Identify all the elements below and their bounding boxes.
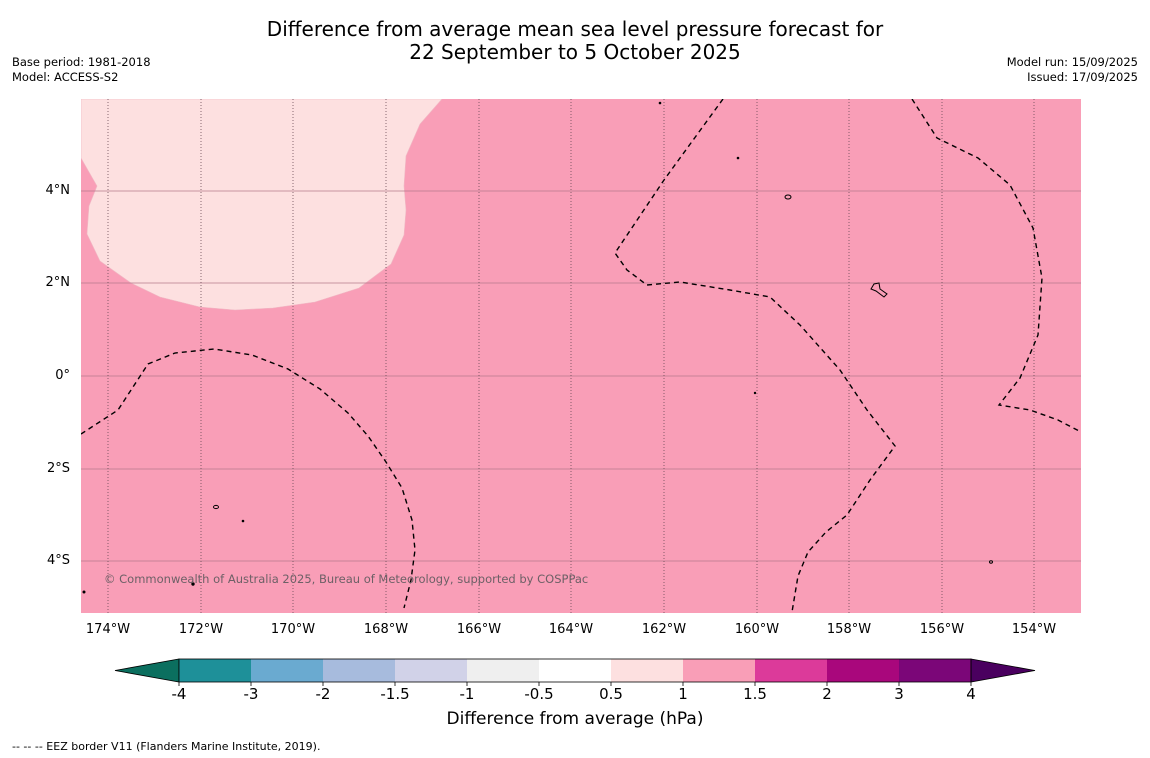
y-tick-label: 4°N	[45, 183, 71, 198]
eez-borders	[81, 99, 1081, 613]
title-line-1: Difference from average mean sea level p…	[266, 17, 884, 41]
colorbar-extend-high	[970, 658, 1036, 683]
colorbar-tick-label: -1.5	[380, 685, 410, 703]
colorbar-tick-label: -3	[243, 685, 259, 703]
colorbar-segment	[827, 659, 899, 682]
colorbar-segment	[323, 659, 395, 682]
colorbar-tick-label: 0.5	[599, 685, 623, 703]
x-tick-label: 166°W	[456, 622, 502, 637]
model-run: Model run: 15/09/2025	[1006, 55, 1138, 69]
colorbar-tick-label: -1	[459, 685, 475, 703]
colorbar-tick-label: 3	[894, 685, 904, 703]
x-tick-label: 154°W	[1011, 622, 1057, 637]
colorbar-segment	[395, 659, 467, 682]
x-tick-label: 158°W	[826, 622, 872, 637]
colorbar-segment	[611, 659, 683, 682]
y-tick-label: 0°	[55, 368, 70, 383]
latitude-gridlines	[81, 190, 1081, 562]
x-tick-label: 172°W	[178, 622, 224, 637]
colorbar-tick-label: -4	[171, 685, 187, 703]
colorbar-tick-label: 2	[822, 685, 832, 703]
colorbar-segment	[467, 659, 539, 682]
colorbar-tick-label: 4	[966, 685, 976, 703]
map-title: Difference from average mean sea level p…	[0, 18, 1150, 64]
y-tick-label: 2°N	[45, 275, 71, 290]
title-line-2: 22 September to 5 October 2025	[409, 40, 741, 64]
base-period: Base period: 1981-2018	[12, 55, 151, 69]
model-name: Model: ACCESS-S2	[12, 70, 119, 84]
colorbar-tick-label: -0.5	[524, 685, 554, 703]
colorbar-extend-low	[114, 658, 180, 683]
colorbar-segment	[755, 659, 827, 682]
colorbar-segment	[683, 659, 755, 682]
anomaly-region-0.5-to-1	[81, 99, 443, 311]
colorbar-tick-label: -2	[315, 685, 331, 703]
x-tick-label: 174°W	[85, 622, 131, 637]
y-tick-label: 4°S	[46, 553, 70, 568]
x-tick-label: 170°W	[270, 622, 316, 637]
y-tick-label: 2°S	[46, 461, 70, 476]
colorbar-tick-label: 1	[678, 685, 688, 703]
meta-left: Base period: 1981-2018 Model: ACCESS-S2	[12, 55, 151, 85]
colorbar-segment	[179, 659, 251, 682]
meta-right: Model run: 15/09/2025 Issued: 17/09/2025	[1007, 55, 1138, 85]
x-tick-label: 164°W	[548, 622, 594, 637]
colorbar	[114, 658, 1036, 686]
x-tick-label: 168°W	[363, 622, 409, 637]
colorbar-segment	[251, 659, 323, 682]
eez-footnote: -- -- -- EEZ border V11 (Flanders Marine…	[12, 740, 321, 753]
colorbar-segment	[899, 659, 971, 682]
colorbar-label: Difference from average (hPa)	[446, 709, 704, 729]
colorbar-segment	[539, 659, 611, 682]
x-tick-label: 156°W	[919, 622, 965, 637]
issued-date: Issued: 17/09/2025	[1027, 70, 1138, 84]
colorbar-tick-label: 1.5	[743, 685, 767, 703]
copyright-notice: © Commonwealth of Australia 2025, Bureau…	[104, 572, 589, 586]
islands	[82, 101, 993, 594]
x-tick-label: 162°W	[641, 622, 687, 637]
x-tick-label: 160°W	[734, 622, 780, 637]
